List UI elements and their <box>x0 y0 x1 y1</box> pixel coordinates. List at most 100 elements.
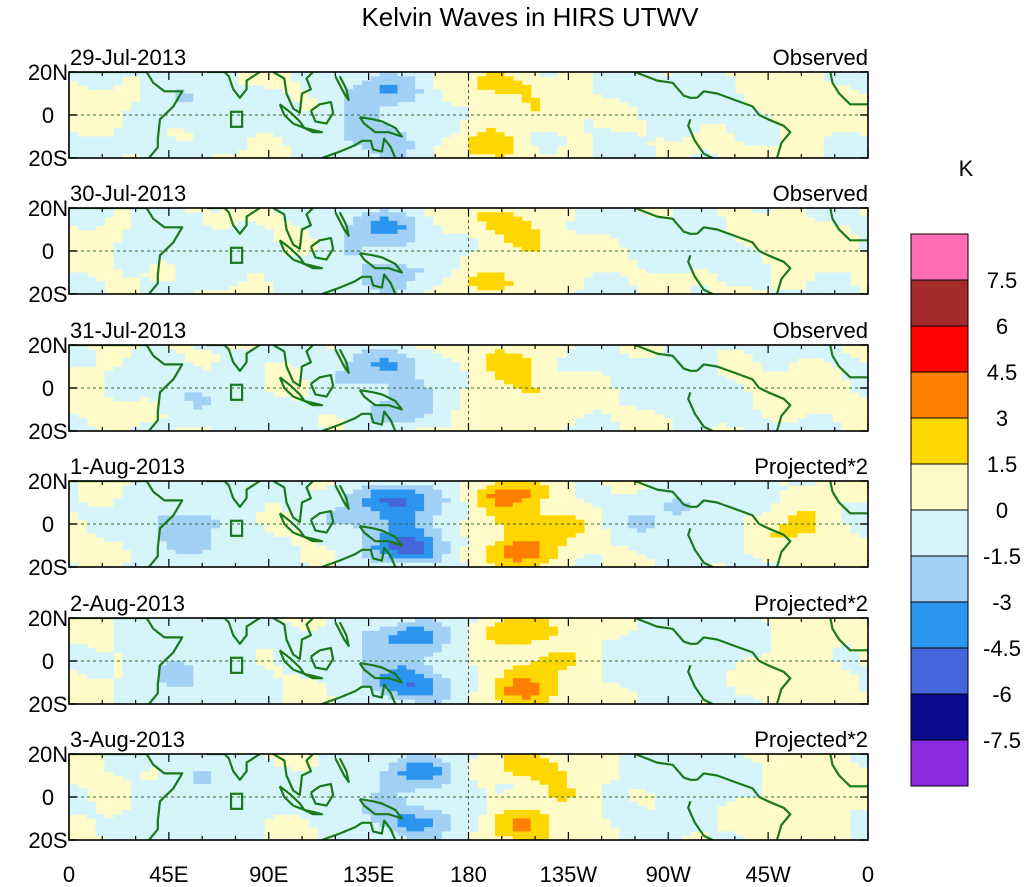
colorbar-label: -1.5 <box>983 544 1021 569</box>
lon-tick-label: 0 <box>862 862 874 887</box>
region-box <box>229 246 244 264</box>
heatmap-field <box>69 618 868 704</box>
colorbar-label: -7.5 <box>983 728 1021 753</box>
coastline <box>687 254 714 294</box>
coastline <box>321 546 397 567</box>
coastline <box>321 683 397 704</box>
colorbar-label: -3 <box>992 590 1012 615</box>
lat-tick-label: 0 <box>42 239 54 264</box>
colorbar-swatch <box>910 325 969 373</box>
coastline <box>272 481 314 523</box>
colorbar-label: 6 <box>996 314 1008 339</box>
coastline <box>829 618 868 652</box>
coastline <box>358 798 403 820</box>
region-box <box>229 519 244 537</box>
panel-date: 29-Jul-2013 <box>70 45 186 70</box>
coastline <box>309 101 335 125</box>
heatmap-field <box>69 72 868 158</box>
coastline <box>303 399 324 407</box>
lon-tick-label: 135W <box>540 862 598 887</box>
lon-tick-label: 45E <box>149 862 188 887</box>
panel-date: 2-Aug-2013 <box>70 591 185 616</box>
lat-tick-label: 0 <box>42 512 54 537</box>
lat-tick-label: 20S <box>28 692 67 717</box>
lat-tick-label: 20N <box>28 742 68 767</box>
lat-tick-label: 20S <box>28 282 67 307</box>
lat-tick-label: 20N <box>28 606 68 631</box>
coastline <box>358 662 403 684</box>
coastline <box>334 211 350 237</box>
colorbar-swatch <box>910 739 969 787</box>
region-box <box>229 792 244 810</box>
lat-tick-label: 20S <box>28 828 67 853</box>
coastline <box>634 72 698 99</box>
lon-tick-label: 45W <box>746 862 791 887</box>
lat-tick-label: 20N <box>28 469 68 494</box>
coastline <box>69 72 184 158</box>
colorbar-label: 4.5 <box>987 360 1018 385</box>
region-box <box>229 110 244 128</box>
region-box <box>229 383 244 401</box>
lat-tick-label: 0 <box>42 649 54 674</box>
lon-tick-label: 180 <box>450 862 487 887</box>
colorbar-units: K <box>959 156 974 181</box>
panel-mode: Observed <box>773 181 868 206</box>
coastline <box>69 754 184 840</box>
panel-date: 31-Jul-2013 <box>70 318 186 343</box>
coastline <box>321 137 397 158</box>
coastline <box>303 535 324 543</box>
panel-date: 30-Jul-2013 <box>70 181 186 206</box>
coastline <box>358 389 403 411</box>
heatmap-field <box>69 345 868 431</box>
coastline <box>334 757 350 784</box>
coastline <box>634 208 698 235</box>
coastline <box>634 481 698 508</box>
coastline <box>303 672 324 680</box>
lat-tick-label: 20S <box>28 146 67 171</box>
coastline <box>829 208 868 242</box>
coastline <box>309 374 335 398</box>
panel-mode: Observed <box>773 45 868 70</box>
colorbar-swatch <box>910 693 969 741</box>
map-panel: 20N 0 20S 1-Aug-2013 Projected*2 <box>28 454 869 580</box>
coastline <box>358 252 403 274</box>
coastline <box>309 510 335 534</box>
colorbar-swatch <box>910 647 969 695</box>
lat-tick-label: 20N <box>28 60 68 85</box>
coastline <box>634 345 698 372</box>
lat-tick-label: 0 <box>42 785 54 810</box>
lat-tick-label: 20S <box>28 555 67 580</box>
colorbar-swatch <box>910 371 969 419</box>
panel-date: 1-Aug-2013 <box>70 454 185 479</box>
panel-mode: Projected*2 <box>754 727 868 752</box>
coastline <box>687 800 714 840</box>
coastline <box>309 783 335 807</box>
lon-tick-label: 90W <box>646 862 691 887</box>
lat-tick-label: 20N <box>28 196 68 221</box>
coastline <box>634 754 698 781</box>
lat-tick-label: 20N <box>28 333 68 358</box>
map-panel: 20N 0 20S 2-Aug-2013 Projected*2 <box>28 591 869 717</box>
lat-tick-label: 0 <box>42 376 54 401</box>
coastline <box>634 618 698 645</box>
coastline <box>829 72 868 106</box>
colorbar-swatch <box>910 417 969 465</box>
coastline <box>334 75 350 102</box>
figure-title: Kelvin Waves in HIRS UTWV <box>361 2 699 32</box>
colorbar-label: 1.5 <box>987 452 1018 477</box>
coastline <box>272 754 314 796</box>
coastline <box>687 527 714 567</box>
lat-tick-label: 20S <box>28 419 67 444</box>
coastline <box>829 481 868 515</box>
longitude-axis: 0 45E 90E 135E 180 135W 90W 45W 0 <box>63 862 874 887</box>
map-panel: 20N 0 20S 29-Jul-2013 Observed <box>28 45 869 171</box>
coastline <box>309 237 335 261</box>
coastline <box>272 72 314 114</box>
panel-date: 3-Aug-2013 <box>70 727 185 752</box>
coastline <box>303 808 324 816</box>
colorbar-swatch <box>910 463 969 511</box>
coastline <box>687 391 714 431</box>
coastline <box>687 664 714 704</box>
lat-tick-label: 0 <box>42 103 54 128</box>
